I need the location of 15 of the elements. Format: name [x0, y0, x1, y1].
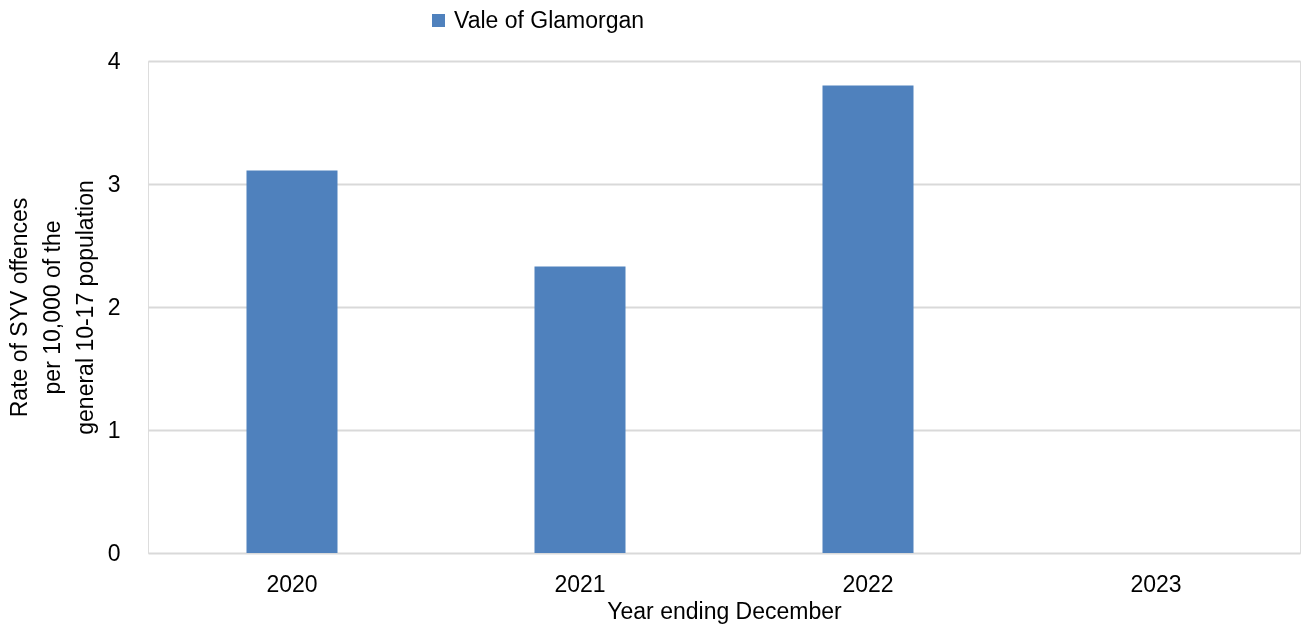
x-tick-label: 2022	[842, 570, 894, 597]
legend-label: Vale of Glamorgan	[454, 6, 645, 33]
x-tick-label: 2021	[554, 570, 606, 597]
y-tick-label: 1	[107, 416, 121, 443]
x-tick-label: 2020	[266, 570, 318, 597]
bar	[822, 85, 914, 553]
bar	[534, 266, 626, 553]
x-axis-title: Year ending December	[607, 597, 843, 624]
y-tick-label: 3	[107, 170, 121, 197]
y-tick-label: 4	[107, 47, 121, 74]
y-tick-label: 2	[107, 293, 121, 320]
y-tick-label: 0	[107, 539, 121, 566]
bar	[246, 170, 338, 553]
x-tick-label: 2023	[1130, 570, 1182, 597]
y-axis-title: Rate of SYV offences per 10,000 of the general 10-17 population	[5, 180, 98, 435]
